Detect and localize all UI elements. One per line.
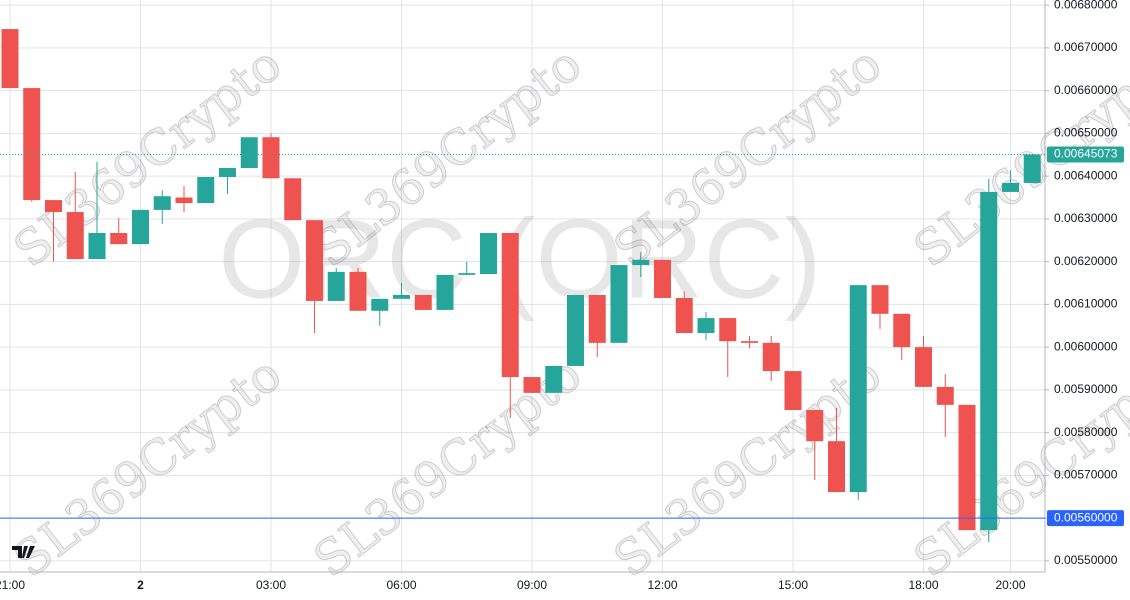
y-tick-label: 0.00670000 xyxy=(1054,40,1118,54)
y-tick-label: 0.00650000 xyxy=(1054,126,1118,140)
x-tick-label: 03:00 xyxy=(256,578,286,592)
candle-body xyxy=(632,259,650,266)
candle-body xyxy=(654,259,671,298)
candle-body xyxy=(980,191,998,531)
candle-body xyxy=(414,294,432,310)
candle-body xyxy=(23,88,41,201)
candle-body xyxy=(262,137,280,179)
last-price-badge xyxy=(1047,146,1124,163)
y-tick-label: 0.00660000 xyxy=(1054,83,1118,97)
price-line-badge xyxy=(1047,510,1124,527)
last-price-label: 0.00645073 xyxy=(1054,147,1118,161)
candle-body xyxy=(197,176,215,204)
candle-body xyxy=(45,200,62,213)
candle-body xyxy=(132,209,149,245)
candle-body xyxy=(284,178,302,221)
y-tick-label: 0.00580000 xyxy=(1054,425,1118,439)
candle-body xyxy=(806,409,824,442)
candle-body xyxy=(110,232,128,245)
y-tick-label: 0.00630000 xyxy=(1054,211,1118,225)
candle-body xyxy=(828,441,845,493)
grid xyxy=(0,0,1045,572)
candle-body xyxy=(545,365,563,393)
candle-body xyxy=(153,196,171,210)
y-tick-label: 0.00590000 xyxy=(1054,382,1118,396)
candle-body xyxy=(306,220,323,301)
y-tick-label: 0.00570000 xyxy=(1054,468,1118,482)
price-line-label: 0.00560000 xyxy=(1054,510,1118,524)
x-tick-label: 20:00 xyxy=(995,578,1025,592)
candle-body xyxy=(175,197,193,204)
candle-body xyxy=(893,313,911,348)
y-tick-label: 0.00550000 xyxy=(1054,553,1118,567)
candle-body xyxy=(1002,182,1019,192)
y-tick-label: 0.00610000 xyxy=(1054,297,1118,311)
candle-body xyxy=(675,297,693,334)
candle-body xyxy=(958,404,976,531)
candle-body xyxy=(371,298,389,311)
candle-body xyxy=(349,271,367,311)
candle-body xyxy=(610,265,628,343)
candle-body xyxy=(915,347,932,387)
candle-body xyxy=(1,29,19,89)
candle-body xyxy=(327,271,345,301)
candle-body xyxy=(523,377,541,393)
candle-body xyxy=(567,294,584,366)
candle-body xyxy=(88,232,106,260)
candle-body xyxy=(436,274,454,310)
candle-body xyxy=(849,285,867,493)
candle-body xyxy=(66,212,84,260)
candle-body xyxy=(1023,154,1041,183)
candle-body xyxy=(588,294,606,343)
candle-body xyxy=(784,371,802,410)
x-tick-label: 15:00 xyxy=(778,578,808,592)
candle-body xyxy=(219,168,236,177)
candle-body xyxy=(697,318,715,334)
candle-body xyxy=(240,137,258,169)
tv-logo xyxy=(12,546,35,558)
y-tick-label: 0.00620000 xyxy=(1054,254,1118,268)
candle-body xyxy=(762,342,780,372)
candle-body xyxy=(480,232,497,275)
x-tick-label: 12:00 xyxy=(647,578,677,592)
y-tick-label: 0.00680000 xyxy=(1054,0,1118,11)
y-tick-label: 0.00640000 xyxy=(1054,168,1118,182)
x-tick-label: 2 xyxy=(137,578,144,592)
x-tick-label: 18:00 xyxy=(908,578,938,592)
x-tick-label: 09:00 xyxy=(517,578,547,592)
candle-body xyxy=(741,341,758,343)
x-tick-label: 06:00 xyxy=(386,578,416,592)
y-tick-label: 0.00600000 xyxy=(1054,339,1118,353)
candle-body xyxy=(458,273,476,275)
candle-body xyxy=(501,232,519,378)
candle-body xyxy=(719,318,737,342)
candle-body xyxy=(936,386,954,405)
x-tick-label: 21:00 xyxy=(0,578,25,592)
candles xyxy=(1,29,1041,543)
candle-body xyxy=(393,294,410,299)
candle-body xyxy=(871,285,889,314)
